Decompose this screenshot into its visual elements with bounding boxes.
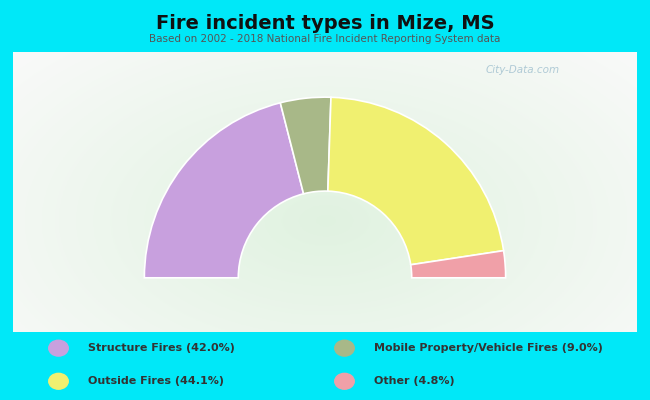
Wedge shape [328, 97, 504, 265]
Ellipse shape [335, 373, 354, 389]
Text: Fire incident types in Mize, MS: Fire incident types in Mize, MS [156, 14, 494, 33]
Wedge shape [411, 251, 506, 278]
Ellipse shape [335, 340, 354, 356]
Text: Mobile Property/Vehicle Fires (9.0%): Mobile Property/Vehicle Fires (9.0%) [374, 343, 603, 353]
Wedge shape [144, 103, 304, 278]
Ellipse shape [49, 340, 68, 356]
Wedge shape [280, 97, 331, 194]
Text: City-Data.com: City-Data.com [486, 65, 560, 75]
Text: Other (4.8%): Other (4.8%) [374, 376, 454, 386]
Text: Based on 2002 - 2018 National Fire Incident Reporting System data: Based on 2002 - 2018 National Fire Incid… [150, 34, 500, 44]
Text: Structure Fires (42.0%): Structure Fires (42.0%) [88, 343, 235, 353]
Ellipse shape [49, 373, 68, 389]
Text: Outside Fires (44.1%): Outside Fires (44.1%) [88, 376, 224, 386]
